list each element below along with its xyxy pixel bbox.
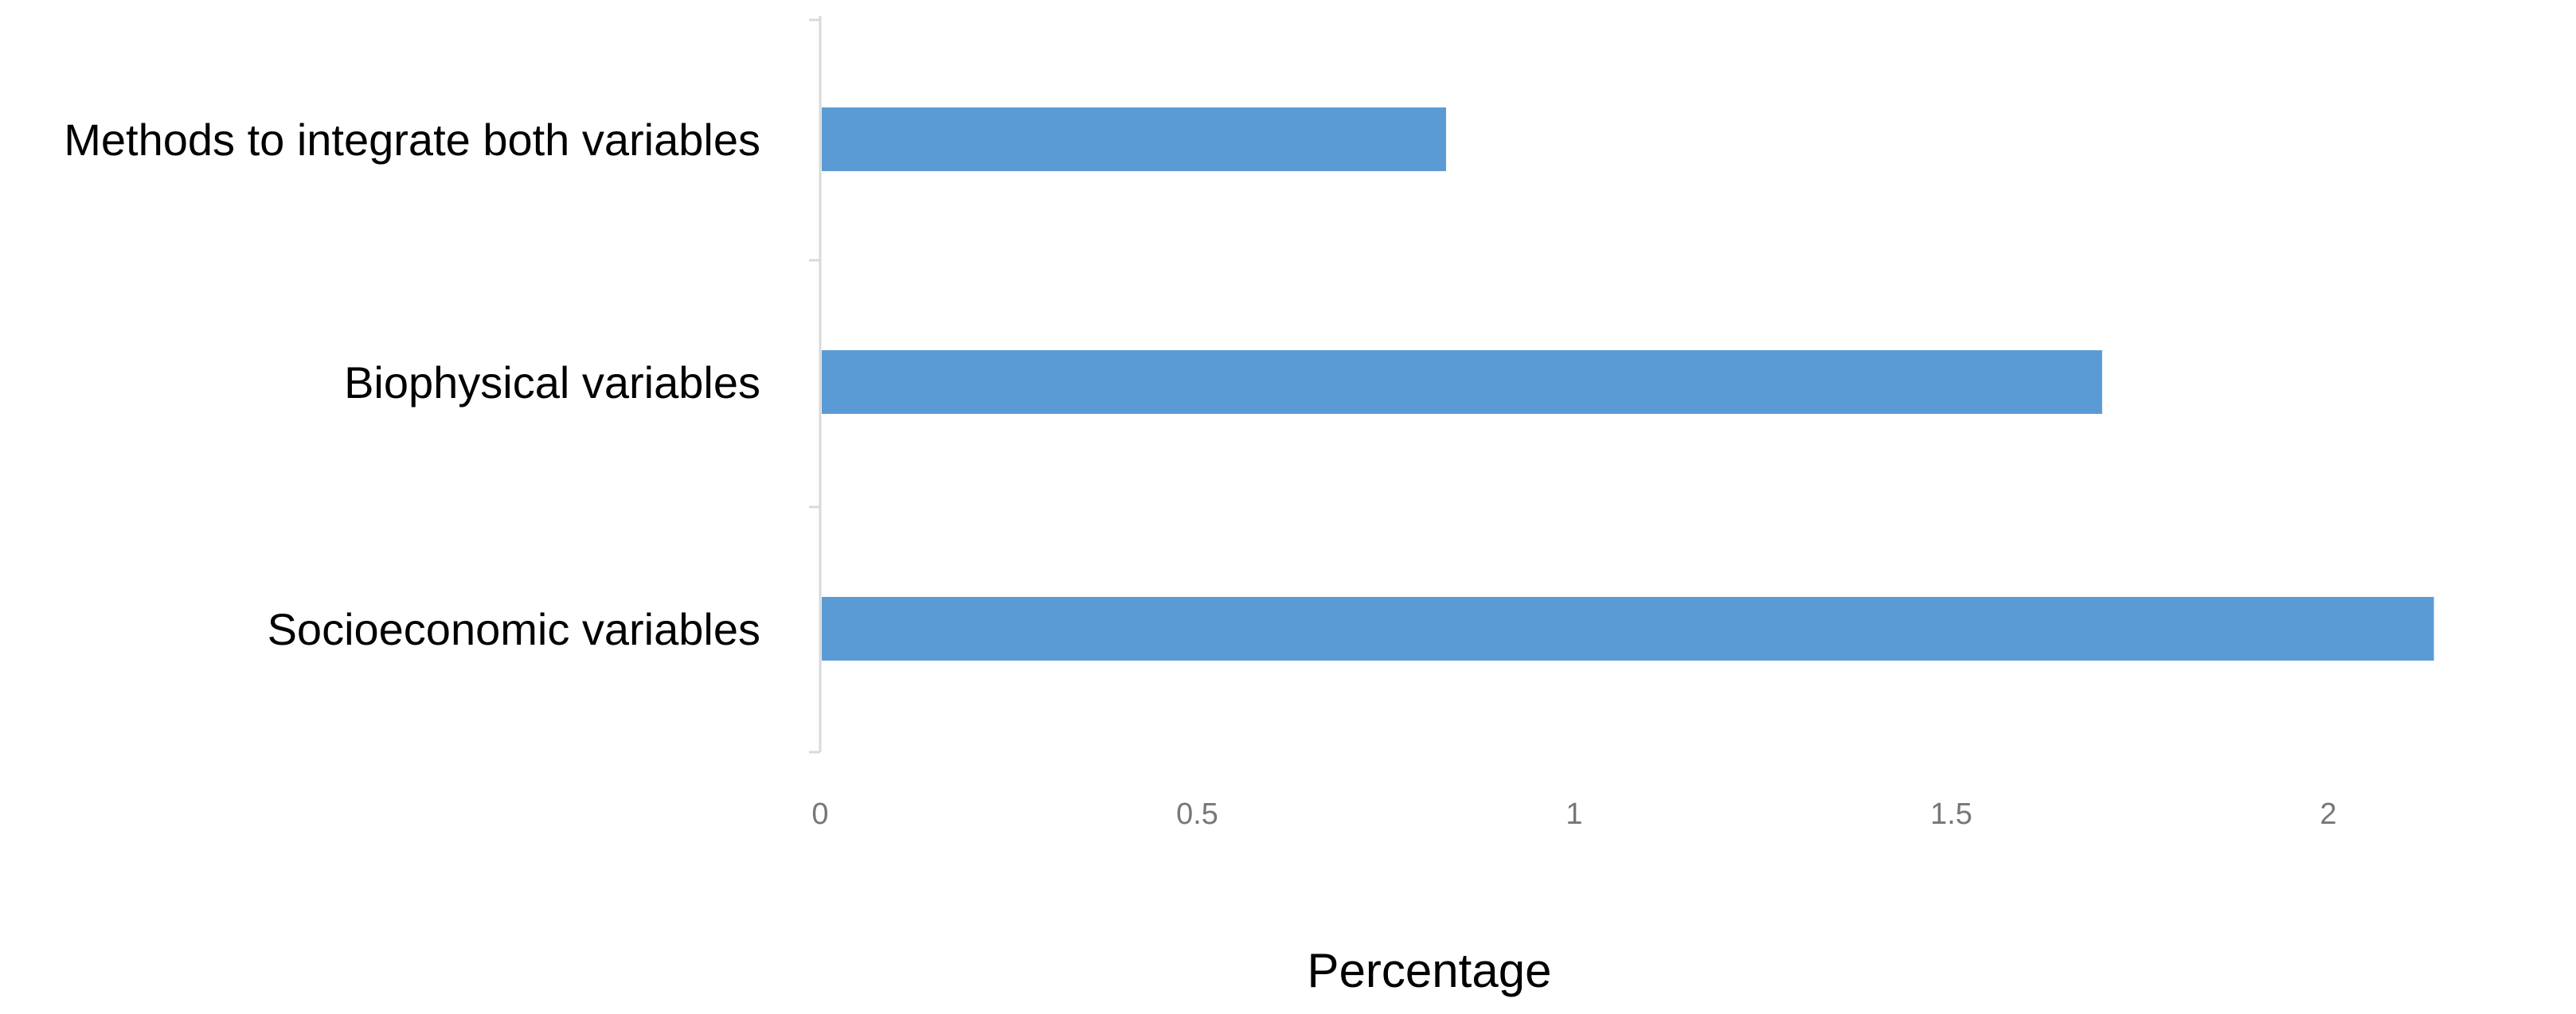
x-tick-label: 1.5 xyxy=(1930,798,1972,831)
x-axis-title: Percentage xyxy=(1308,944,1552,997)
bar xyxy=(822,597,2434,661)
category-label: Biophysical variables xyxy=(344,357,760,408)
x-tick-label: 0.5 xyxy=(1176,798,1218,831)
bar xyxy=(822,107,1447,171)
bars-group xyxy=(822,107,2434,661)
x-tick-label: 0 xyxy=(811,798,828,831)
category-label: Socioeconomic variables xyxy=(268,604,760,654)
x-tick-label: 1 xyxy=(1566,798,1582,831)
bar xyxy=(822,350,2102,414)
x-tick-labels-group: 0 0.5 1 1.5 2 xyxy=(811,798,2336,831)
y-axis-tick-marks xyxy=(809,18,820,754)
x-tick-label: 2 xyxy=(2320,798,2336,831)
category-label: Methods to integrate both variables xyxy=(64,115,760,165)
category-labels-group: Socioeconomic variables Biophysical varia… xyxy=(64,115,760,654)
